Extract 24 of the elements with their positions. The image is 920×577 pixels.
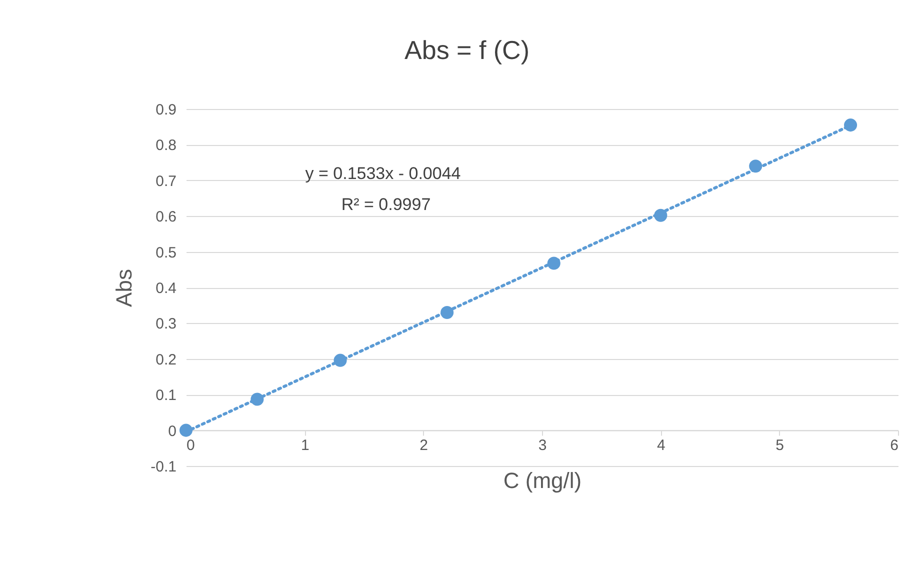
point [844,118,858,132]
x-tick-label: 3 [538,436,547,454]
x-axis-title: C (mg/l) [503,468,582,493]
y-tick-label: 0.8 [156,137,176,154]
x-tick-label: 2 [420,436,428,454]
x-tick-label: 5 [776,436,784,454]
y-tick-label: -0.1 [150,458,176,476]
y-tick-label: 0 [168,422,176,440]
y-tick-label: 0.3 [156,316,176,333]
y-tick-label: 0.6 [156,208,176,226]
y-tick-label: 0.9 [156,102,176,118]
y-tick-label: 0.5 [156,244,176,262]
x-tick-label: 1 [300,436,310,454]
x-tick-label: 0 [186,436,195,454]
chart-title: Abs = f (C) [404,35,530,65]
annotation: R² = 0.9997 [341,195,431,214]
y-tick-label: 0.7 [156,172,176,190]
annotation: y = 0.1533x - 0.0044 [305,164,461,183]
x-tick-label: 6 [890,436,898,454]
y-tick-label: 0.2 [156,351,176,368]
x-tick-label: 4 [656,436,666,454]
y-tick-label: 0.1 [156,387,176,404]
y-axis-title: Abs [112,269,137,307]
y-tick-label: 0.4 [156,280,176,297]
